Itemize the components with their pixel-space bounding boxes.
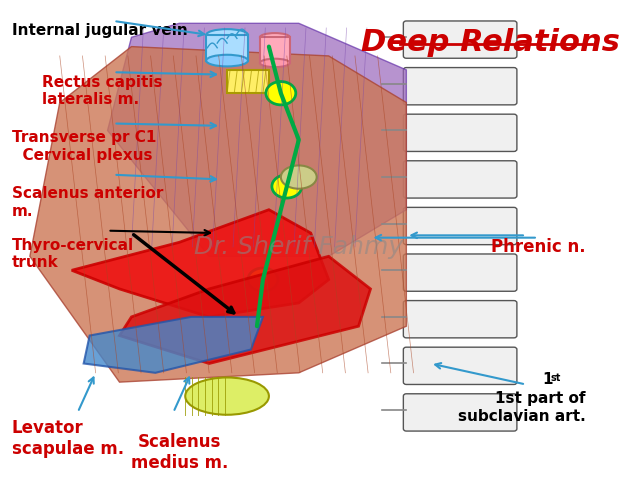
- Text: Levator
scapulae m.: Levator scapulae m.: [12, 420, 124, 458]
- Text: Dr. Sherif Fahmy: Dr. Sherif Fahmy: [194, 235, 403, 259]
- Polygon shape: [119, 256, 371, 364]
- Polygon shape: [84, 317, 263, 373]
- Ellipse shape: [260, 59, 290, 67]
- Ellipse shape: [185, 377, 269, 415]
- Text: Transverse pr C1
  Cervical plexus: Transverse pr C1 Cervical plexus: [12, 130, 156, 163]
- FancyBboxPatch shape: [403, 347, 517, 385]
- Text: 1: 1: [542, 373, 553, 388]
- Text: Phrenic n.: Phrenic n.: [491, 238, 586, 256]
- Text: Rectus capitis
lateralis m.: Rectus capitis lateralis m.: [42, 75, 162, 107]
- Text: 1st part of
subclavian art.: 1st part of subclavian art.: [458, 391, 586, 424]
- Text: Scalenus anterior
m.: Scalenus anterior m.: [12, 186, 163, 219]
- Polygon shape: [108, 23, 406, 256]
- Bar: [227, 70, 269, 93]
- FancyBboxPatch shape: [403, 21, 517, 58]
- Circle shape: [272, 175, 302, 198]
- Ellipse shape: [206, 55, 248, 67]
- Circle shape: [248, 268, 278, 291]
- Polygon shape: [30, 46, 406, 382]
- Ellipse shape: [206, 29, 248, 41]
- FancyBboxPatch shape: [403, 114, 517, 151]
- Bar: [260, 37, 290, 63]
- Polygon shape: [71, 210, 329, 317]
- Text: Deep Relations: Deep Relations: [360, 28, 619, 57]
- Text: st: st: [551, 373, 561, 383]
- Text: Thyro-cervical
trunk: Thyro-cervical trunk: [12, 238, 134, 270]
- Ellipse shape: [281, 165, 316, 189]
- FancyBboxPatch shape: [403, 301, 517, 338]
- Bar: [206, 35, 248, 60]
- FancyBboxPatch shape: [403, 161, 517, 198]
- FancyBboxPatch shape: [403, 207, 517, 245]
- Text: Internal jugular vein: Internal jugular vein: [12, 23, 188, 38]
- FancyBboxPatch shape: [403, 394, 517, 431]
- FancyBboxPatch shape: [403, 68, 517, 105]
- FancyBboxPatch shape: [403, 254, 517, 291]
- Text: Scalenus
medius m.: Scalenus medius m.: [131, 433, 228, 472]
- Ellipse shape: [260, 33, 290, 42]
- Circle shape: [266, 81, 296, 105]
